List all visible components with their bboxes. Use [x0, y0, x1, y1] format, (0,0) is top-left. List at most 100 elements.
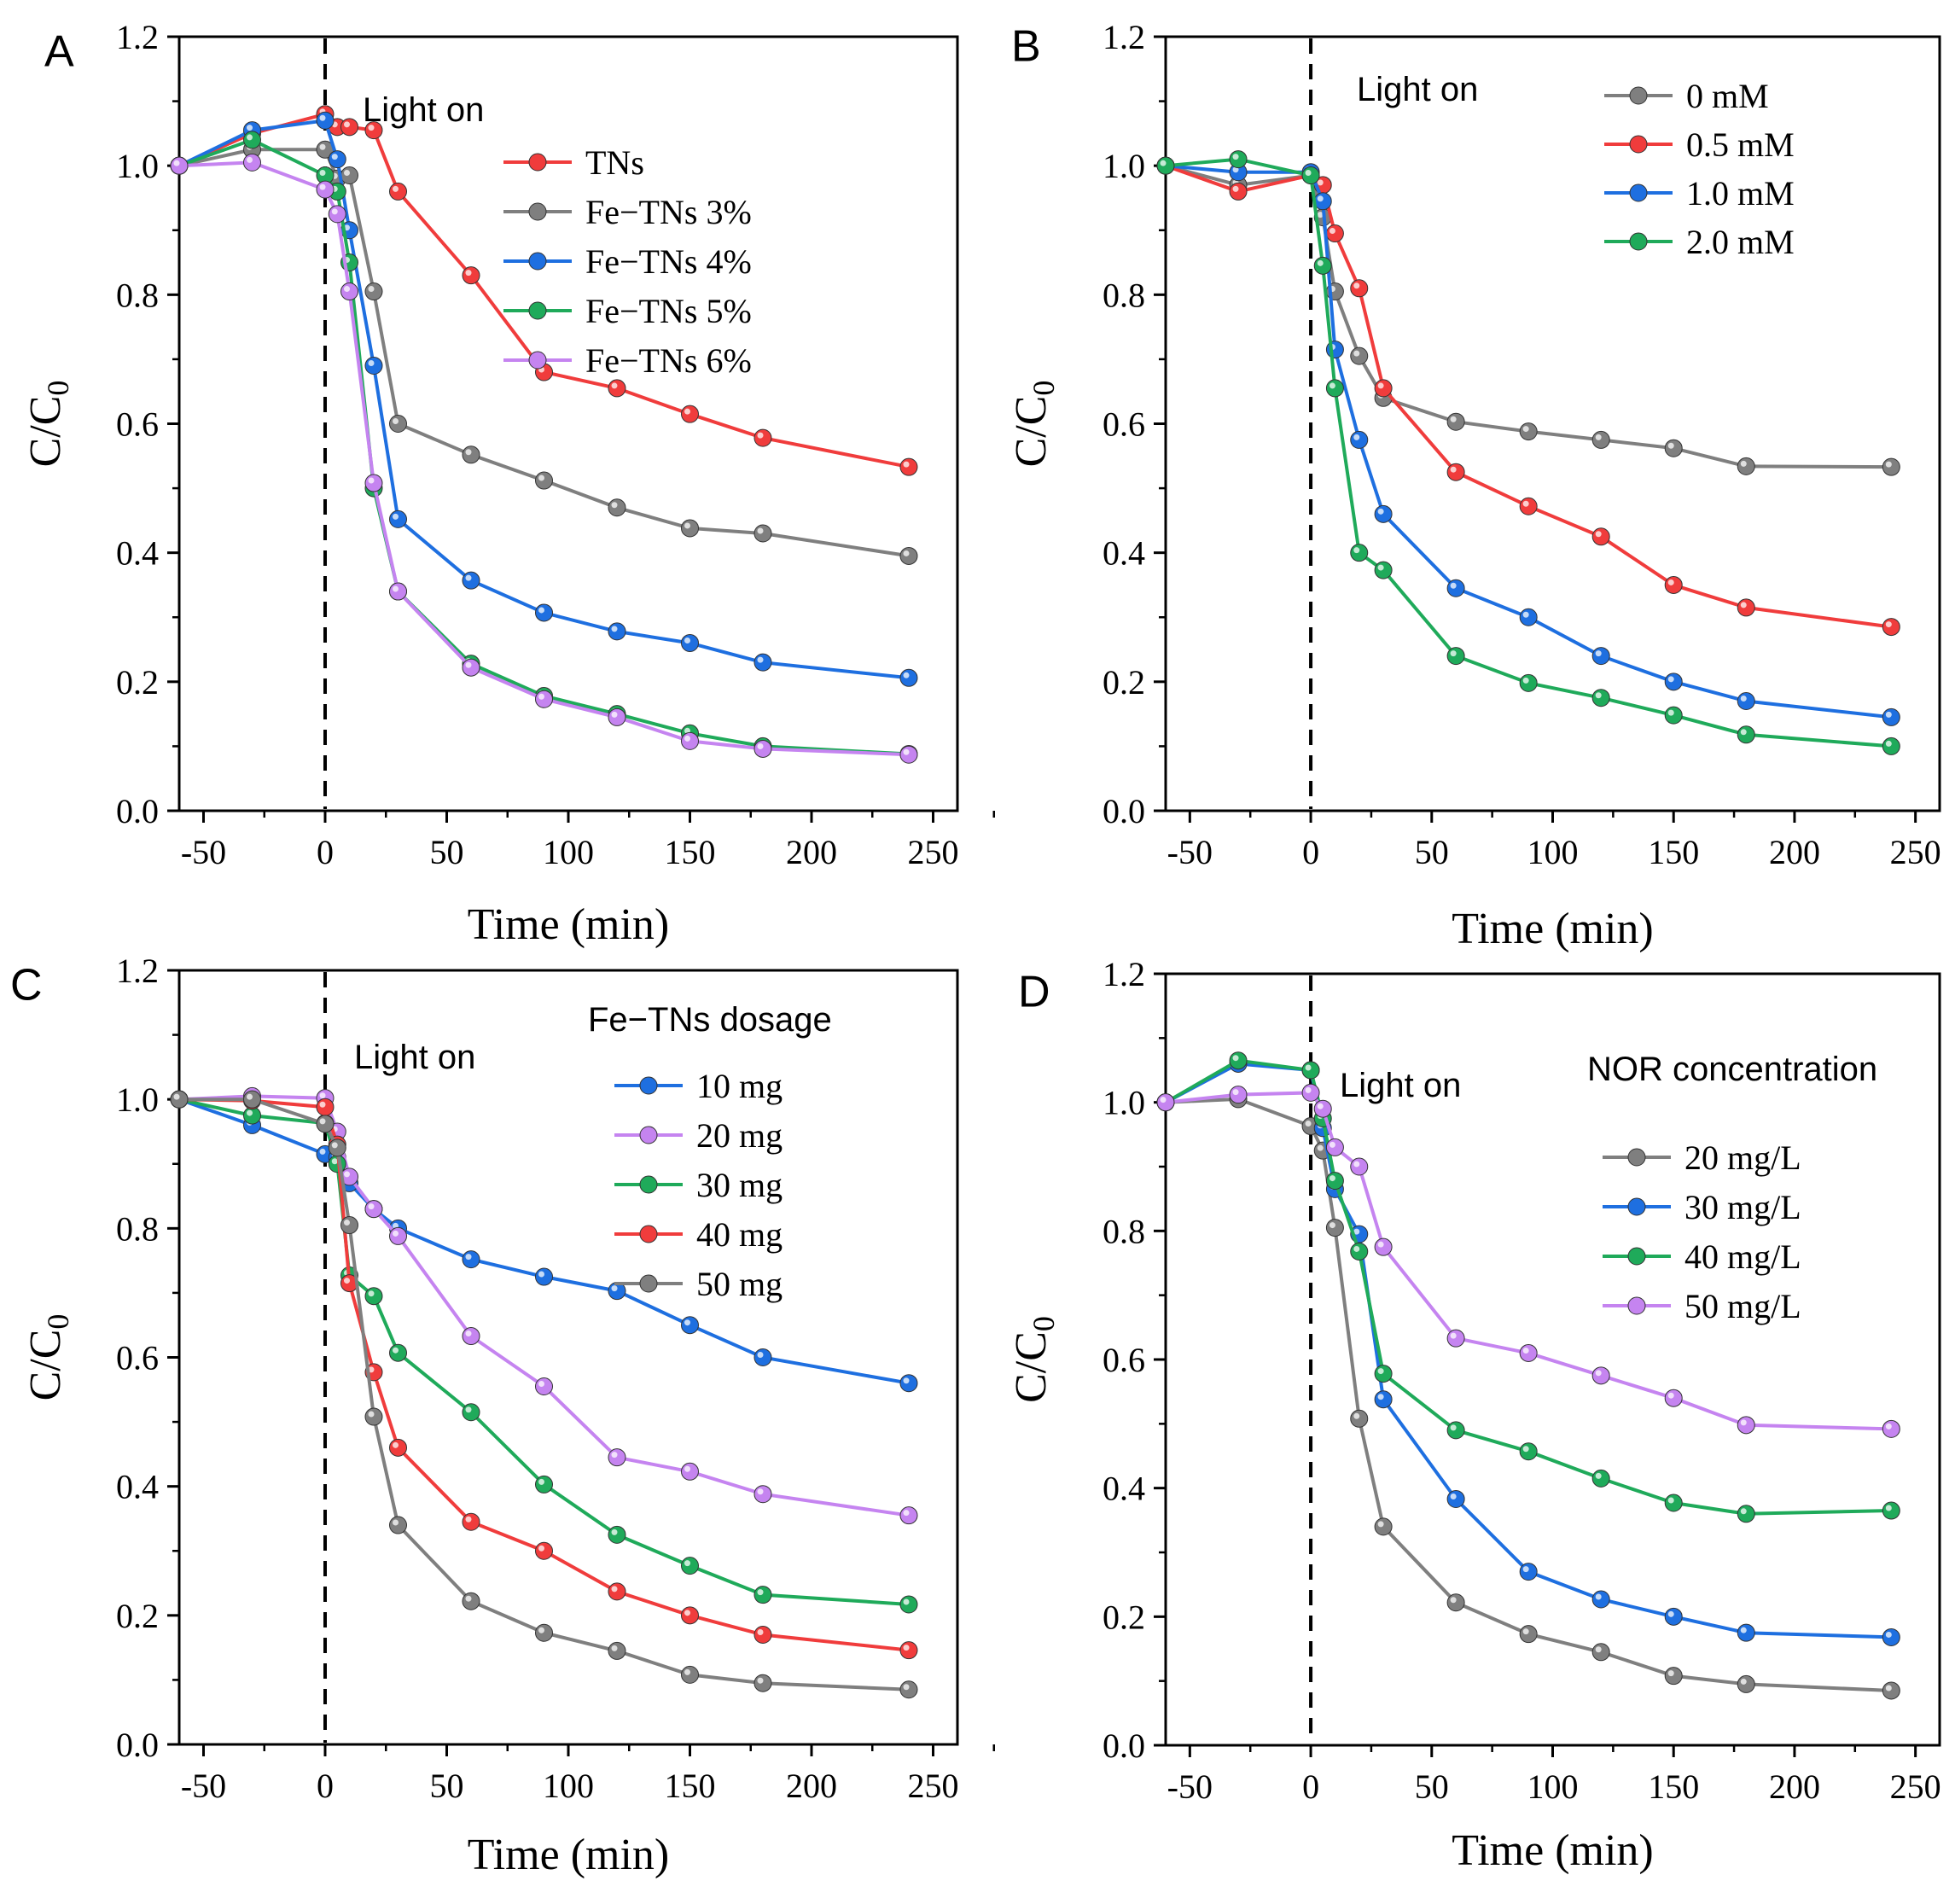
legend-marker — [1627, 1148, 1646, 1167]
data-point — [243, 131, 261, 149]
x-tick-label: 150 — [1648, 833, 1699, 871]
y-tick-label: 0.2 — [116, 1597, 159, 1635]
legend-marker — [528, 202, 547, 221]
data-point-highlight — [1667, 579, 1674, 585]
data-point-highlight — [465, 574, 472, 581]
data-point — [1446, 579, 1465, 597]
data-point — [608, 1448, 626, 1467]
data-point — [1519, 497, 1538, 515]
data-point-highlight — [1885, 461, 1892, 468]
data-point — [681, 1316, 699, 1335]
data-point-highlight — [1885, 1423, 1892, 1429]
series-3 — [1156, 1051, 1900, 1523]
legend-label: 10 mg — [696, 1067, 783, 1105]
data-point — [608, 1525, 626, 1544]
data-point-highlight — [1317, 212, 1324, 218]
data-point — [753, 1626, 772, 1645]
data-point — [1301, 1061, 1320, 1080]
data-point-highlight — [1667, 676, 1674, 683]
data-point-highlight — [1885, 1685, 1892, 1691]
data-point-highlight — [611, 1452, 618, 1459]
legend-label: 0.5 mM — [1686, 125, 1795, 164]
data-point — [608, 707, 626, 726]
data-point — [389, 1343, 407, 1362]
data-point — [389, 582, 407, 601]
data-point-highlight — [538, 475, 544, 481]
data-point — [1446, 1489, 1465, 1508]
y-tick-label: 0.4 — [1103, 534, 1145, 573]
data-point-highlight — [1740, 602, 1747, 608]
data-point — [1737, 1505, 1755, 1523]
data-point — [462, 1512, 480, 1531]
data-point — [1446, 1329, 1465, 1348]
data-point — [340, 118, 358, 137]
data-point-highlight — [1353, 350, 1360, 357]
panel-label: A — [44, 27, 74, 77]
data-point-highlight — [1450, 1493, 1457, 1499]
series-1 — [170, 1090, 918, 1393]
x-axis-title: Time (min) — [468, 1831, 669, 1879]
data-point-highlight — [538, 1271, 544, 1278]
data-point — [1664, 1667, 1683, 1686]
x-tick-label: -50 — [1167, 1767, 1213, 1806]
legend-marker — [1629, 86, 1648, 105]
data-point — [608, 1582, 626, 1601]
y-tick-label: 0.6 — [116, 1339, 159, 1377]
data-point-highlight — [611, 1586, 618, 1592]
data-point — [1591, 1590, 1610, 1609]
data-point-highlight — [1305, 1121, 1312, 1127]
data-point — [608, 498, 626, 517]
data-point — [681, 633, 699, 652]
legend-label: 20 mg/L — [1684, 1138, 1801, 1177]
data-point-highlight — [331, 1142, 338, 1149]
data-point-highlight — [1377, 1394, 1384, 1400]
data-point-highlight — [1740, 1419, 1747, 1426]
data-point-highlight — [1450, 582, 1457, 589]
data-point — [753, 524, 772, 543]
data-point — [1519, 608, 1538, 626]
data-point-highlight — [757, 1589, 764, 1596]
data-point-highlight — [344, 1220, 350, 1226]
data-point-highlight — [173, 1093, 180, 1100]
data-point — [1446, 412, 1465, 431]
data-point-highlight — [1329, 1222, 1335, 1229]
data-point — [1325, 1219, 1344, 1237]
x-tick-label: 0 — [1302, 833, 1319, 871]
legend-marker — [1629, 135, 1648, 154]
data-point-highlight — [1353, 434, 1360, 440]
plot-frame — [177, 969, 959, 1746]
data-point-highlight — [757, 656, 764, 663]
data-point-highlight — [368, 125, 375, 131]
data-point-highlight — [1885, 1631, 1892, 1638]
series-line — [178, 137, 910, 756]
data-point-highlight — [1595, 650, 1602, 657]
data-point-highlight — [1740, 729, 1747, 736]
data-point — [1737, 1674, 1755, 1693]
data-point-highlight — [1595, 1370, 1602, 1377]
legend-marker — [528, 301, 547, 320]
legend-label: 50 mg — [696, 1265, 783, 1303]
series-line — [178, 1098, 910, 1606]
data-point-highlight — [319, 1118, 326, 1125]
series-4 — [170, 1090, 918, 1660]
data-point-highlight — [393, 585, 399, 592]
data-point-highlight — [465, 1330, 472, 1337]
data-point — [1737, 692, 1755, 711]
data-point-highlight — [393, 1441, 399, 1448]
data-point — [1446, 1593, 1465, 1612]
y-tick-label: 1.0 — [1103, 1084, 1145, 1122]
data-point-highlight — [1317, 1144, 1324, 1151]
data-point — [535, 603, 553, 622]
y-tick-label: 0.0 — [1103, 1726, 1145, 1765]
data-point — [328, 1138, 346, 1157]
data-point — [1350, 1157, 1369, 1176]
data-point — [1737, 725, 1755, 744]
legend-marker — [639, 1126, 658, 1144]
data-point-highlight — [319, 183, 326, 190]
data-point-highlight — [684, 637, 690, 643]
data-point — [1737, 598, 1755, 617]
data-point-highlight — [1450, 1332, 1457, 1339]
panel-label: B — [1011, 22, 1041, 72]
data-point-highlight — [1450, 650, 1457, 657]
data-point-highlight — [368, 1366, 375, 1373]
